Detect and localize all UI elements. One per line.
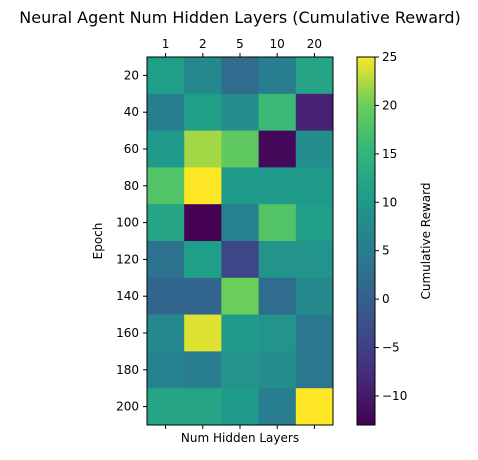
heatmap-cell (295, 57, 334, 95)
heatmap-cell (258, 93, 297, 132)
heatmap-cell (147, 388, 185, 426)
heatmap-cell (184, 351, 222, 389)
heatmap-cell (221, 314, 260, 352)
heatmap-cell (147, 241, 185, 279)
heatmap-cell (221, 93, 260, 132)
heatmap-cell (295, 277, 334, 316)
heatmap-cell (295, 130, 334, 168)
x-tick-label: 1 (162, 37, 170, 51)
heatmap-cell (147, 57, 185, 95)
heatmap-cell (295, 388, 334, 426)
heatmap-cell (295, 167, 334, 205)
y-tick-label: 100 (116, 216, 139, 230)
y-tick-label: 20 (124, 68, 139, 82)
x-tick-label: 5 (236, 37, 244, 51)
heatmap-cell (147, 314, 185, 352)
x-tick-label: 10 (270, 37, 285, 51)
colorbar-tick-label: 15 (382, 147, 397, 161)
colorbar-tick-label: −5 (382, 341, 400, 355)
heatmap-cell (258, 204, 297, 242)
heatmap-cell (147, 130, 185, 168)
x-tick-label: 2 (199, 37, 207, 51)
heatmap-cell (221, 130, 260, 168)
heatmap-cell (221, 388, 260, 426)
colorbar (356, 56, 376, 426)
heatmap-cell (147, 277, 185, 316)
heatmap-cell (295, 351, 334, 389)
heatmap-cell (147, 167, 185, 205)
y-axis-label: Epoch (91, 223, 105, 260)
heatmap-cell (221, 167, 260, 205)
heatmap-cell (184, 388, 222, 426)
y-tick-label: 160 (116, 326, 139, 340)
heatmap-cell (184, 314, 222, 352)
colorbar-tick-label: 10 (382, 195, 397, 209)
heatmap-cell (184, 277, 222, 316)
heatmap-cells (147, 57, 334, 426)
y-tick-label: 80 (124, 179, 139, 193)
heatmap-cell (184, 130, 222, 168)
colorbar-label: Cumulative Reward (419, 183, 433, 300)
heatmap-cell (221, 351, 260, 389)
heatmap-cell (184, 241, 222, 279)
colorbar-ticks: 25 20 15 10 5 0 −5 −10 (375, 50, 407, 403)
heatmap-cell (221, 241, 260, 279)
heatmap-cell (184, 204, 222, 242)
heatmap-cell (258, 351, 297, 389)
heatmap-cell (221, 57, 260, 95)
heatmap-cell (295, 314, 334, 352)
heatmap-cell (147, 93, 185, 132)
heatmap-cell (258, 241, 297, 279)
heatmap-cell (258, 277, 297, 316)
colorbar-tick-label: −10 (382, 389, 407, 403)
y-tick-label: 200 (116, 400, 139, 414)
y-tick-label: 140 (116, 289, 139, 303)
heatmap-cell (184, 93, 222, 132)
colorbar-tick-label: 20 (382, 98, 397, 112)
colorbar-tick-label: 5 (382, 244, 390, 258)
heatmap-cell (184, 57, 222, 95)
heatmap-cell (258, 130, 297, 168)
y-tick-label: 60 (124, 142, 139, 156)
y-axis-ticks: 20 40 60 80 100 120 140 160 180 200 (116, 68, 147, 414)
heatmap-cell (221, 277, 260, 316)
heatmap-cell (147, 351, 185, 389)
colorbar-tick-label: 0 (382, 292, 390, 306)
heatmap-cell (147, 204, 185, 242)
heatmap-cell (295, 241, 334, 279)
heatmap-cell (295, 93, 334, 132)
heatmap-cell (295, 204, 334, 242)
heatmap-cell (258, 314, 297, 352)
chart-title: Neural Agent Num Hidden Layers (Cumulati… (19, 8, 460, 27)
heatmap-cell (184, 167, 222, 205)
heatmap-cell (258, 388, 297, 426)
heatmap-cell (258, 57, 297, 95)
y-tick-label: 120 (116, 252, 139, 266)
x-axis-ticks: 1 2 5 10 20 (162, 37, 322, 429)
y-tick-label: 40 (124, 105, 139, 119)
y-tick-label: 180 (116, 363, 139, 377)
heatmap-cell (221, 204, 260, 242)
heatmap-cell (258, 167, 297, 205)
x-axis-label: Num Hidden Layers (181, 431, 299, 445)
colorbar-tick-label: 25 (382, 50, 397, 64)
x-tick-label: 20 (307, 37, 322, 51)
